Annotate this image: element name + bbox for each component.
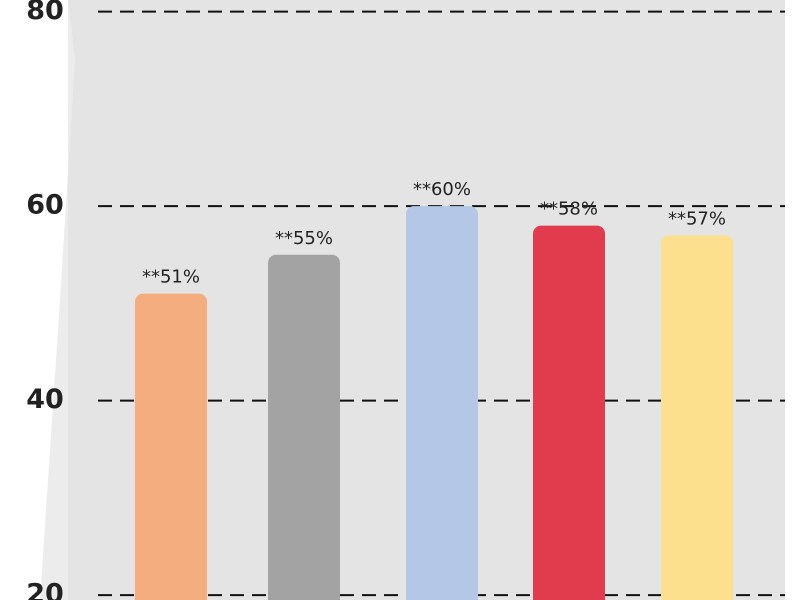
value-label: **55%	[275, 228, 333, 249]
y-tick-label: 20	[26, 579, 64, 600]
y-tick-label: 40	[26, 384, 64, 415]
value-label: **57%	[668, 208, 726, 229]
bar	[406, 206, 478, 600]
y-tick-label: 60	[26, 190, 64, 221]
bar	[135, 293, 207, 600]
y-tick-label: 80	[26, 0, 64, 26]
value-label: **60%	[413, 179, 471, 200]
value-label: **51%	[142, 267, 200, 288]
bar	[533, 225, 605, 600]
bar	[268, 254, 340, 600]
bar	[661, 235, 733, 600]
value-label: **58%	[540, 199, 598, 220]
background-texture	[40, 0, 75, 600]
